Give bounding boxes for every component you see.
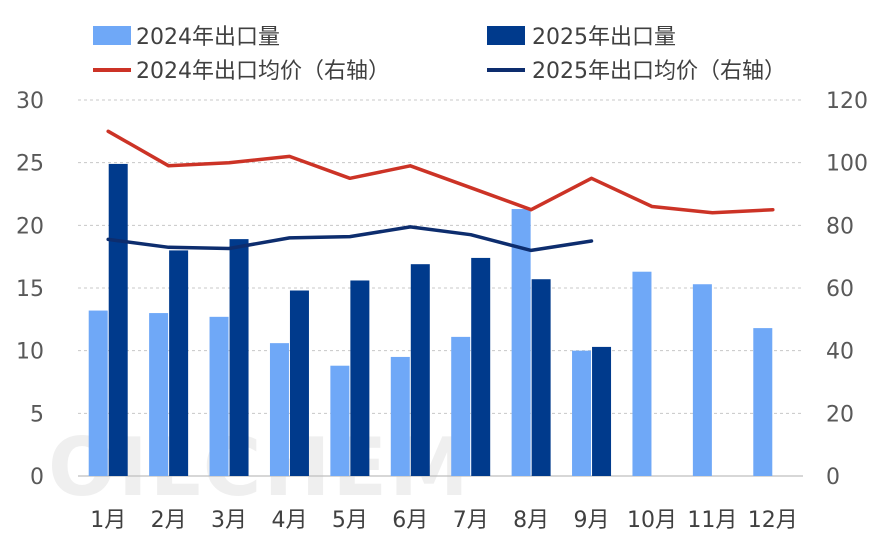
- legend-label-vol2024: 2024年出口量: [136, 25, 280, 50]
- right-tick-label: 120: [826, 89, 868, 114]
- x-tick-label: 3月: [211, 508, 247, 533]
- x-tick-label: 8月: [513, 508, 549, 533]
- left-tick-label: 15: [16, 277, 44, 302]
- bar-2024: [390, 356, 410, 476]
- x-tick-label: 12月: [748, 508, 798, 533]
- x-tick-label: 7月: [453, 508, 489, 533]
- bar-2024: [269, 343, 289, 476]
- left-tick-label: 0: [30, 465, 44, 490]
- right-tick-label: 40: [826, 340, 854, 365]
- line-price-2025: [106, 225, 594, 253]
- bar-2025: [229, 239, 249, 476]
- bar-2024: [149, 313, 169, 476]
- left-tick-label: 20: [16, 214, 44, 239]
- bar-2024: [753, 328, 773, 476]
- bar-2025: [471, 257, 491, 476]
- right-axis: 0 20 40 60 80 100 120: [826, 89, 868, 490]
- bar-2024: [511, 209, 531, 477]
- bar-2025: [531, 279, 551, 476]
- legend-label-price2025: 2025年出口均价（右轴）: [532, 59, 786, 84]
- legend-label-vol2025: 2025年出口量: [532, 25, 676, 50]
- right-tick-label: 60: [826, 277, 854, 302]
- bar-2024: [632, 271, 652, 476]
- bar-2025: [592, 346, 612, 476]
- bar-2024: [209, 316, 229, 476]
- left-axis: 0 5 10 15 20 25 30: [16, 89, 44, 490]
- x-tick-label: 5月: [332, 508, 368, 533]
- bar-2024: [692, 284, 712, 476]
- x-axis: 1月 2月 3月 4月 5月 6月 7月 8月 9月 10月 11月 12月: [90, 508, 798, 533]
- bar-2024: [88, 310, 108, 476]
- right-tick-label: 80: [826, 214, 854, 239]
- price-lines: [106, 129, 775, 253]
- left-tick-label: 30: [16, 89, 44, 114]
- x-tick-label: 9月: [574, 508, 610, 533]
- legend: 2024年出口量 2025年出口量 2024年出口均价（右轴） 2025年出口均…: [93, 25, 786, 84]
- bar-2025: [169, 250, 189, 476]
- line-price-2024: [106, 129, 775, 215]
- bar-2024: [330, 365, 350, 476]
- bar-2025: [410, 264, 430, 476]
- left-tick-label: 25: [16, 152, 44, 177]
- left-tick-label: 5: [30, 402, 44, 427]
- right-tick-label: 100: [826, 152, 868, 177]
- right-tick-label: 20: [826, 402, 854, 427]
- legend-label-price2024: 2024年出口均价（右轴）: [136, 59, 390, 84]
- x-tick-label: 10月: [627, 508, 677, 533]
- bar-2025: [289, 290, 309, 476]
- x-tick-label: 11月: [687, 508, 737, 533]
- left-tick-label: 10: [16, 340, 44, 365]
- legend-swatch-vol2025: [487, 26, 525, 45]
- x-tick-label: 6月: [392, 508, 428, 533]
- x-tick-label: 4月: [271, 508, 307, 533]
- x-tick-label: 1月: [90, 508, 126, 533]
- bar-2024: [451, 336, 471, 476]
- right-tick-label: 0: [826, 465, 840, 490]
- bar-2025: [108, 163, 128, 477]
- bar-2025: [350, 280, 370, 476]
- legend-swatch-vol2024: [93, 26, 131, 45]
- bar-2024: [572, 350, 592, 476]
- x-tick-label: 2月: [151, 508, 187, 533]
